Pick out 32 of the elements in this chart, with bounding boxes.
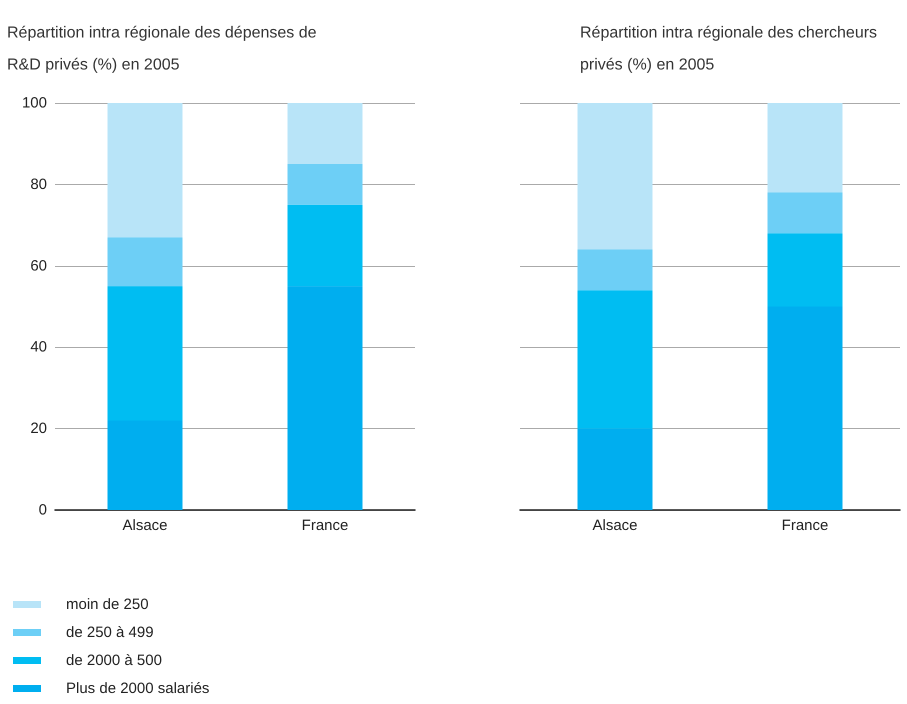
y-tick-label: 60	[30, 257, 47, 274]
legend-label: Plus de 2000 salariés	[66, 680, 210, 697]
legend-label: de 250 à 499	[66, 624, 154, 641]
bar	[288, 204, 362, 286]
legend-label: de 2000 à 500	[66, 652, 162, 669]
x-tick-label: Alsace	[592, 517, 638, 534]
bar	[768, 192, 842, 234]
legend-label: moin de 250	[66, 596, 149, 613]
bar	[288, 103, 362, 164]
x-tick-label: France	[782, 517, 828, 534]
y-tick-label: 100	[22, 94, 47, 112]
x-tick-label: France	[302, 517, 348, 534]
x-tick-label: Alsace	[122, 517, 168, 534]
bar	[768, 103, 842, 193]
bar	[578, 103, 652, 250]
bar	[288, 164, 362, 205]
y-tick-label: 40	[30, 338, 47, 356]
bar	[578, 428, 652, 510]
bar	[578, 250, 652, 290]
bar	[288, 286, 362, 510]
bar	[108, 103, 182, 238]
chart-title: Répartition intra régionale des chercheurs privés (%) en 2005	[580, 24, 882, 74]
y-tick-label: 0	[38, 502, 47, 518]
y-tick-label: 80	[30, 176, 47, 193]
bar	[108, 237, 182, 286]
y-tick-label: 20	[30, 420, 47, 438]
chart-title: Répartition intra régionale des dépenses de R&D privés (%) en 2005	[7, 24, 321, 74]
bar	[768, 233, 842, 306]
bar	[768, 306, 842, 510]
bar	[108, 286, 182, 420]
bar	[108, 420, 182, 510]
bar	[578, 290, 652, 429]
